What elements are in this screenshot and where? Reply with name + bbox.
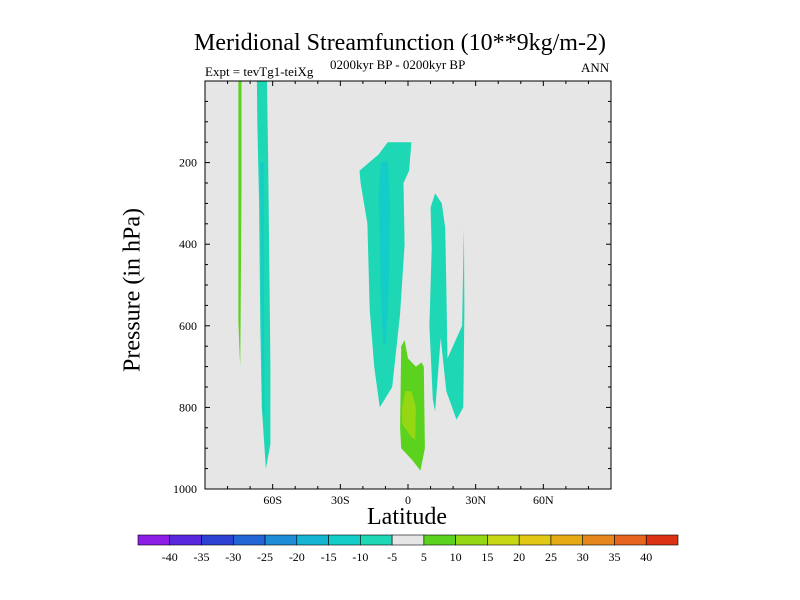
equatorial-positive-core	[402, 391, 416, 440]
colorbar-swatch	[328, 534, 361, 546]
x-tick-label: 60S	[263, 493, 282, 507]
x-tick-label: 30N	[465, 493, 486, 507]
colorbar-label: 5	[421, 550, 427, 564]
colorbar-swatch	[169, 534, 202, 546]
colorbar-swatch	[391, 534, 425, 546]
colorbar-label: -20	[289, 550, 305, 564]
contour-regions	[238, 81, 465, 471]
colorbar-swatch	[232, 534, 266, 546]
colorbar-swatch	[423, 534, 456, 546]
colorbar-swatch	[614, 534, 647, 546]
colorbar-swatch	[455, 534, 488, 546]
x-tick-label: 60N	[533, 493, 554, 507]
tropical-negative-core	[378, 160, 390, 347]
y-tick-label: 1000	[173, 482, 197, 496]
chart-title: Meridional Streamfunction (10**9kg/m-2)	[194, 30, 606, 56]
colorbar-label: -35	[194, 550, 210, 564]
colorbar-label: -30	[225, 550, 241, 564]
colorbar-swatch	[137, 534, 171, 546]
colorbar-label: -25	[257, 550, 273, 564]
sh-high-lat-positive-strip	[238, 81, 242, 367]
colorbar-swatch	[645, 534, 679, 546]
colorbar-label: -5	[387, 550, 397, 564]
colorbar-swatch	[582, 534, 615, 546]
colorbar-label: 35	[608, 550, 620, 564]
colorbar-label: 15	[481, 550, 493, 564]
season-label: ANN	[581, 60, 610, 75]
y-tick-label: 600	[179, 319, 197, 333]
colorbar-label: -10	[352, 550, 368, 564]
colorbar-swatch	[550, 534, 584, 546]
period-label: 0200kyr BP - 0200kyr BP	[330, 57, 466, 72]
colorbar-label: -40	[162, 550, 178, 564]
colorbar-label: 30	[577, 550, 589, 564]
axes: 200 400 600 800 1000 60S 30S 0 30N 60N	[173, 81, 611, 507]
colorbar-swatch	[296, 534, 329, 546]
colorbar-swatch	[487, 534, 520, 546]
nh-negative-cell	[429, 193, 465, 420]
colorbar-label: 20	[513, 550, 525, 564]
colorbar-label: -15	[321, 550, 337, 564]
colorbar: -40 -35 -30 -25 -20 -15 -10 -5 5 10 15 20 25 30 35 40	[137, 534, 679, 564]
sh-high-lat-negative-core	[260, 162, 265, 416]
x-axis-label: Latitude	[367, 504, 447, 530]
colorbar-swatch	[518, 534, 552, 546]
x-tick-label: 30S	[331, 493, 350, 507]
colorbar-swatch	[360, 534, 393, 546]
y-tick-label: 200	[179, 156, 197, 170]
colorbar-swatch	[201, 534, 234, 546]
x-tick-label: 0	[405, 493, 411, 507]
colorbar-label: 25	[545, 550, 557, 564]
experiment-label: Expt = tevTg1-teiXg	[205, 64, 314, 79]
colorbar-label: 10	[450, 550, 462, 564]
colorbar-label: 40	[640, 550, 652, 564]
y-tick-label: 800	[179, 400, 197, 414]
colorbar-swatch	[264, 534, 298, 546]
y-tick-label: 400	[179, 237, 197, 251]
